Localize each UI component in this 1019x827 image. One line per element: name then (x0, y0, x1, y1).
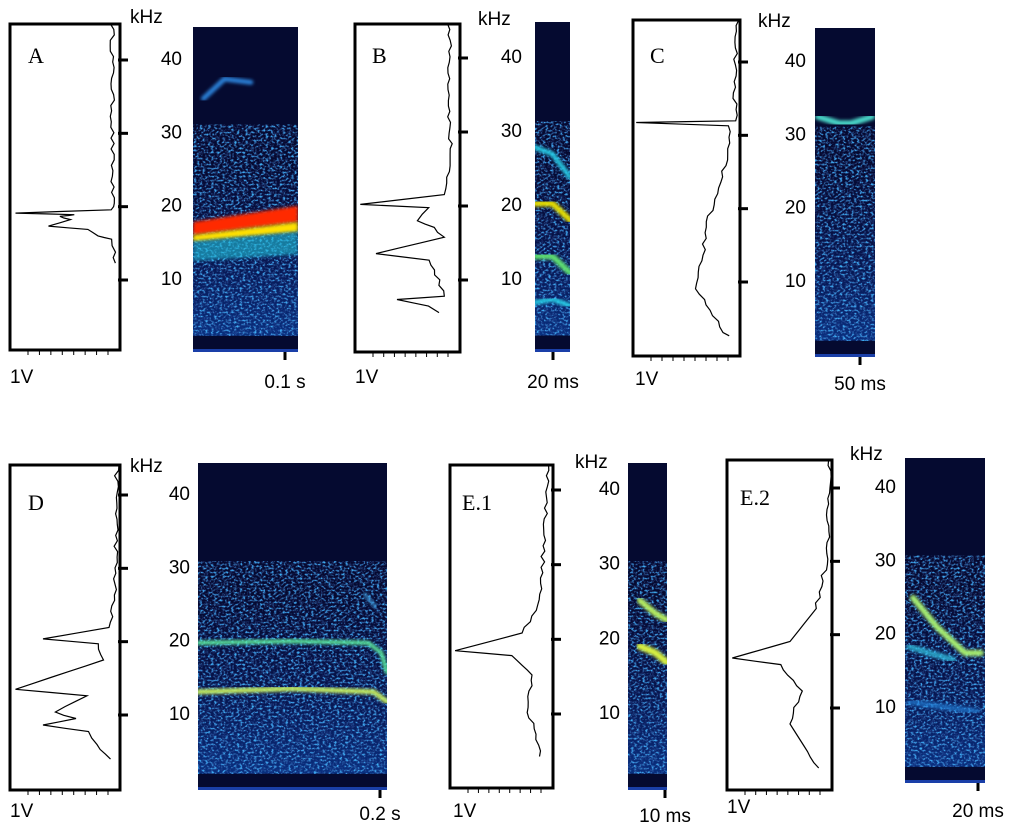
spectrogram-band (193, 205, 298, 235)
freq-unit: kHz (575, 452, 608, 473)
amplitude-trace (636, 19, 740, 337)
freq-unit: kHz (758, 11, 791, 32)
time-label: 20 ms (527, 372, 579, 393)
freq-unit: kHz (850, 444, 883, 465)
spectrogram-band (636, 597, 667, 623)
panel-label: E.1 (462, 490, 492, 515)
spectrogram-image (628, 463, 667, 790)
amplitude-label: 1V (10, 801, 34, 822)
spectrogram-image (815, 28, 875, 357)
spectrogram-noise (905, 555, 985, 767)
amplitude-label: 1V (453, 801, 477, 822)
spectrogram-band (193, 222, 298, 242)
freq-tick-label: 20 (875, 624, 896, 645)
freq-tick-label: 10 (169, 704, 190, 725)
amplitude-trace (15, 464, 120, 760)
spectrogram-noise (815, 126, 875, 341)
freq-tick-label: 10 (785, 271, 806, 292)
spectrogram-band (201, 76, 254, 101)
spectrogram-image (198, 463, 387, 790)
spectrogram (193, 27, 298, 352)
freq-tick-label: 30 (501, 121, 522, 142)
amplitude-label: 1V (727, 797, 751, 818)
spectrogram-band (906, 698, 980, 715)
spectrogram-floor (535, 349, 570, 352)
freq-tick-label: 40 (599, 479, 620, 500)
spectrogram-floor (815, 354, 875, 357)
spectrogram-band (193, 231, 298, 261)
spectrogram (535, 22, 570, 352)
freq-tick-label: 10 (875, 697, 896, 718)
spectrogram-image (193, 27, 298, 352)
spectrogram-band (815, 113, 875, 127)
amplitude-trace (732, 459, 832, 769)
amplitude-label: 1V (355, 367, 379, 388)
freq-tick-label: 20 (785, 198, 806, 219)
freq-tick-label: 20 (501, 195, 522, 216)
spectrogram-band (535, 296, 570, 309)
amplitude-box (8, 463, 122, 792)
freq-tick-label: 10 (599, 703, 620, 724)
time-label: 0.1 s (264, 372, 305, 393)
freq-tick-label: 40 (785, 51, 806, 72)
time-label: 10 ms (639, 806, 691, 827)
amplitude-box (725, 458, 834, 792)
freq-tick-label: 30 (169, 557, 190, 578)
spectrogram-band (535, 253, 570, 276)
spectrogram-noise (628, 561, 667, 774)
freq-tick-label: 20 (161, 196, 182, 217)
time-label: 20 ms (952, 801, 1004, 822)
freq-tick-label: 30 (785, 124, 806, 145)
spectrogram (628, 463, 667, 790)
time-label: 0.2 s (359, 804, 400, 825)
spectrogram-band (362, 592, 378, 609)
amplitude-label: 1V (635, 369, 659, 390)
spectrogram-image (905, 458, 985, 783)
freq-tick-label: 40 (501, 47, 522, 68)
freq-unit: kHz (130, 7, 163, 28)
freq-tick-label: 20 (169, 631, 190, 652)
amplitude-box (8, 22, 122, 352)
spectrogram-band (910, 594, 984, 656)
freq-tick-label: 40 (169, 484, 190, 505)
panel-label: B (372, 43, 387, 68)
spectrogram-band (636, 642, 667, 666)
spectrogram-band (535, 144, 570, 180)
amplitude-box (631, 18, 742, 358)
amplitude-trace (15, 23, 117, 264)
panel-label: E.2 (740, 485, 770, 510)
freq-tick-label: 30 (875, 550, 896, 571)
time-label: 50 ms (834, 374, 886, 395)
freq-tick-label: 30 (599, 554, 620, 575)
spectrogram-floor (198, 787, 387, 790)
spectrogram (198, 463, 387, 790)
freq-tick-label: 30 (161, 122, 182, 143)
spectrogram-band (198, 639, 387, 675)
amplitude-box (353, 22, 462, 354)
freq-tick-label: 20 (599, 628, 620, 649)
freq-tick-label: 10 (501, 269, 522, 290)
panel-label: A (28, 43, 44, 68)
spectrogram-floor (905, 780, 985, 783)
freq-unit: kHz (478, 9, 511, 30)
spectrogram-image (535, 22, 570, 352)
spectrogram-band (198, 686, 387, 705)
spectrogram (905, 458, 985, 783)
spectrogram-band (906, 643, 956, 663)
panel-label: D (28, 490, 44, 515)
panel-label: C (650, 43, 665, 68)
freq-tick-label: 40 (875, 477, 896, 498)
spectrogram-band (535, 200, 570, 223)
amplitude-trace (454, 464, 550, 757)
amplitude-trace (360, 23, 453, 314)
spectrogram-floor (628, 787, 667, 790)
freq-tick-label: 40 (161, 49, 182, 70)
freq-tick-label: 10 (161, 269, 182, 290)
spectrogram-floor (193, 349, 298, 352)
spectrogram (815, 28, 875, 357)
freq-unit: kHz (130, 456, 163, 477)
amplitude-label: 1V (10, 367, 34, 388)
